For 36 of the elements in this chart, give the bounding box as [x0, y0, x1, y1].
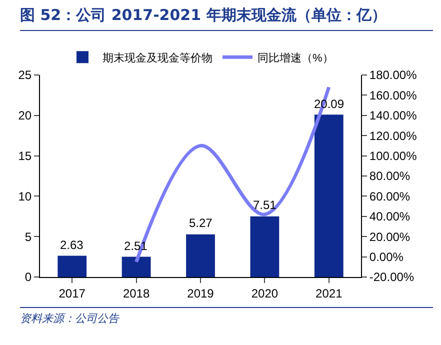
bar — [250, 216, 280, 277]
y2-tick-label: 80.00% — [369, 169, 410, 184]
bar — [122, 256, 151, 277]
x-tick-label: 2020 — [251, 286, 278, 300]
bar — [58, 256, 87, 277]
y-tick-label: 5 — [24, 230, 32, 244]
y-tick-label: 15 — [18, 149, 32, 163]
y2-tick-label: 60.00% — [369, 189, 410, 204]
data-label: 20.09 — [314, 97, 344, 111]
bar — [186, 234, 215, 277]
y2-tick-label: 180.00% — [369, 68, 418, 82]
y2-tick-label: 100.00% — [369, 149, 418, 163]
y-tick-label: 10 — [18, 189, 32, 204]
y-tick-label: 0 — [24, 270, 32, 284]
y2-tick-label: 40.00% — [369, 210, 410, 224]
y2-tick-label: -20.00% — [369, 270, 414, 284]
y-tick-label: 25 — [18, 68, 32, 82]
text: 资料来源：公司公告 — [20, 307, 433, 326]
data-label: 2.51 — [124, 239, 148, 253]
y2-tick-label: 160.00% — [369, 88, 418, 102]
chart-title: 图 52：公司 2017-2021 年期末现金流（单位：亿） — [20, 0, 433, 31]
bar — [314, 114, 344, 277]
x-tick-label: 2018 — [122, 286, 150, 300]
data-label: 2.63 — [60, 238, 84, 252]
y2-tick-label: 0.00% — [369, 250, 404, 264]
y2-tick-label: 140.00% — [369, 108, 418, 123]
data-label: 7.51 — [253, 198, 277, 212]
y-tick-label: 20 — [18, 108, 32, 123]
y2-tick-label: 20.00% — [369, 230, 410, 244]
x-tick-label: 2019 — [187, 286, 214, 300]
legend-label: 期末现金及现金等价物 — [102, 51, 212, 64]
x-tick-label: 2017 — [58, 286, 86, 300]
legend-label: 同比增速（%） — [258, 51, 334, 64]
data-label: 5.27 — [189, 216, 213, 230]
x-tick-label: 2021 — [316, 286, 343, 300]
y2-tick-label: 120.00% — [369, 128, 418, 143]
